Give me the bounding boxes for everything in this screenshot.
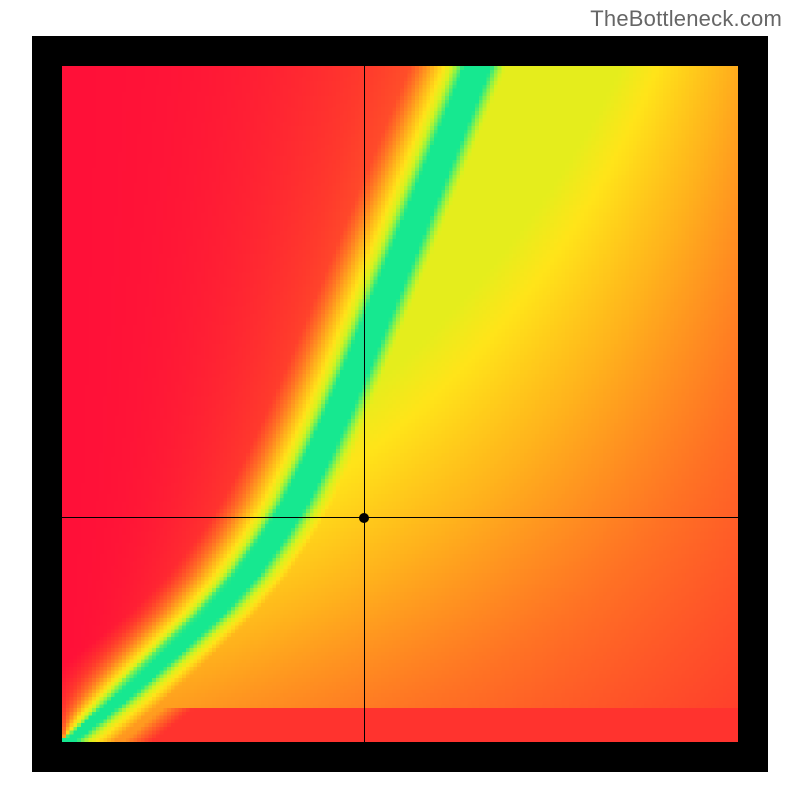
crosshair-vertical [364,66,365,742]
crosshair-horizontal [62,517,738,518]
chart-container: TheBottleneck.com [0,0,800,800]
heatmap-canvas [62,66,738,742]
watermark-text: TheBottleneck.com [590,6,782,32]
crosshair-marker [359,513,369,523]
